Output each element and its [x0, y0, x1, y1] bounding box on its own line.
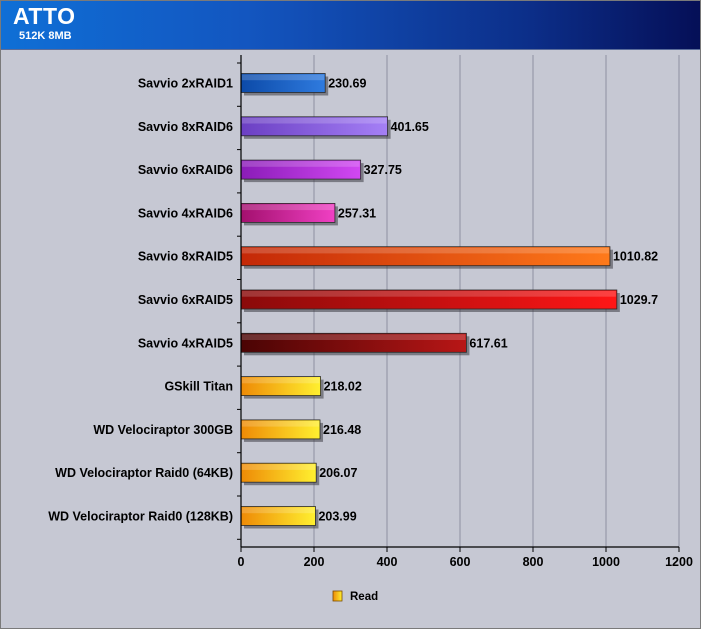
category-label: Savvio 4xRAID5: [138, 336, 233, 350]
value-label: 218.02: [324, 380, 362, 394]
x-tick-label: 1200: [665, 555, 693, 569]
bar-highlight: [242, 204, 334, 211]
bar-highlight: [242, 74, 325, 81]
value-label: 1010.82: [613, 250, 658, 264]
x-tick-label: 200: [304, 555, 325, 569]
legend: Read: [332, 590, 378, 603]
category-label: Savvio 4xRAID6: [138, 206, 233, 220]
value-label: 203.99: [318, 510, 356, 524]
bar-highlight: [242, 161, 360, 167]
bar-highlight: [242, 420, 320, 427]
chart-subtitle: 512K 8MB: [19, 30, 72, 42]
x-tick-label: 400: [377, 555, 398, 569]
value-label: 327.75: [364, 163, 402, 177]
category-label: Savvio 8xRAID5: [138, 250, 233, 264]
chart-header: ATTO 512K 8MB: [1, 1, 700, 50]
labels: Savvio 2xRAID1 230.69 Savvio 8xRAID6 401.65…: [48, 77, 693, 570]
bar-highlight: [242, 117, 387, 124]
category-label: GSkill Titan: [164, 380, 233, 394]
legend-swatch: [332, 590, 343, 602]
bar-highlight: [242, 464, 316, 470]
value-label: 257.31: [338, 206, 376, 220]
category-label: WD Velociraptor Raid0 (128KB): [48, 510, 233, 524]
chart-title: ATTO: [13, 3, 76, 29]
bars: [240, 73, 620, 529]
bar-highlight: [242, 247, 609, 254]
bar-highlight: [242, 507, 315, 514]
x-tick-label: 0: [238, 555, 245, 569]
value-label: 1029.7: [620, 293, 658, 307]
category-label: WD Velociraptor 300GB: [93, 423, 233, 437]
x-tick-label: 600: [450, 555, 471, 569]
x-tick-label: 1000: [592, 555, 620, 569]
bar-highlight: [242, 377, 320, 384]
bar-highlight: [242, 334, 466, 340]
x-tick-label: 800: [523, 555, 544, 569]
value-label: 216.48: [323, 423, 361, 437]
value-label: 230.69: [328, 77, 366, 91]
category-label: Savvio 2xRAID1: [138, 77, 233, 91]
category-label: Savvio 6xRAID6: [138, 163, 233, 177]
value-label: 617.61: [469, 336, 507, 350]
bar-highlight: [242, 291, 616, 297]
category-label: Savvio 8xRAID6: [138, 120, 233, 134]
category-label: WD Velociraptor Raid0 (64KB): [55, 466, 233, 480]
value-label: 206.07: [319, 466, 357, 480]
axes: [237, 55, 680, 552]
legend-label: Read: [350, 591, 378, 603]
value-label: 401.65: [391, 120, 429, 134]
category-label: Savvio 6xRAID5: [138, 293, 233, 307]
